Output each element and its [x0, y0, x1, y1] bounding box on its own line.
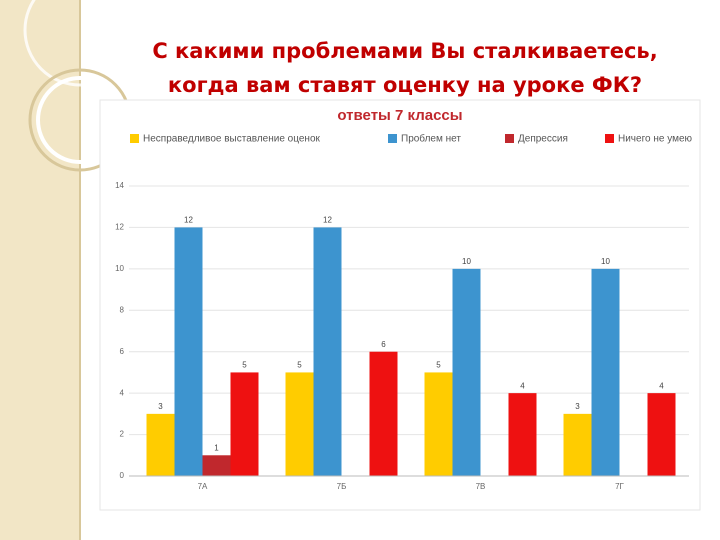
slide-title-line: когда вам ставят оценку на уроке ФК? [168, 73, 642, 97]
chart-title: ответы 7 классы [337, 107, 462, 124]
value-label: 5 [436, 361, 441, 370]
y-tick-label: 6 [120, 347, 125, 356]
bar [202, 455, 231, 476]
y-tick-label: 4 [120, 388, 125, 397]
value-label: 4 [520, 381, 525, 390]
value-label: 5 [297, 361, 302, 370]
value-label: 5 [242, 361, 247, 370]
legend-label: Несправедливое выставление оценок [143, 134, 321, 145]
value-label: 10 [462, 257, 471, 266]
bar [424, 372, 453, 476]
legend-swatch [388, 134, 397, 143]
value-label: 10 [601, 257, 610, 266]
bar [591, 268, 620, 476]
decor-circle [23, 0, 137, 87]
y-tick-label: 12 [115, 223, 124, 232]
legend-label: Депрессия [518, 134, 568, 145]
x-tick-label: 7Б [337, 482, 347, 491]
value-label: 12 [323, 216, 332, 225]
bar [146, 413, 175, 476]
bar [452, 268, 481, 476]
bar [508, 393, 537, 476]
slide-title-line: С какими проблемами Вы сталкиваетесь, [152, 39, 657, 63]
bar [563, 413, 592, 476]
legend-label: Ничего не умею [618, 134, 693, 145]
bar [230, 372, 259, 476]
y-tick-label: 10 [115, 264, 124, 273]
x-tick-label: 7А [198, 482, 208, 491]
value-label: 4 [659, 381, 664, 390]
legend-label: Проблем нет [401, 133, 461, 145]
bar [174, 227, 203, 476]
bar [313, 227, 342, 476]
x-tick-label: 7Г [615, 482, 624, 491]
value-label: 1 [214, 443, 219, 452]
bar [369, 351, 398, 476]
value-label: 12 [184, 216, 193, 225]
y-tick-label: 0 [120, 471, 125, 480]
legend-swatch [505, 134, 514, 143]
value-label: 6 [381, 340, 386, 349]
y-tick-label: 14 [115, 181, 124, 190]
x-tick-label: 7В [476, 482, 486, 491]
legend-swatch [130, 134, 139, 143]
y-tick-label: 2 [120, 430, 125, 439]
value-label: 3 [158, 402, 163, 411]
legend-swatch [605, 134, 614, 143]
bar [647, 393, 676, 476]
y-tick-label: 8 [120, 305, 125, 314]
value-label: 3 [575, 402, 580, 411]
bar [285, 372, 314, 476]
